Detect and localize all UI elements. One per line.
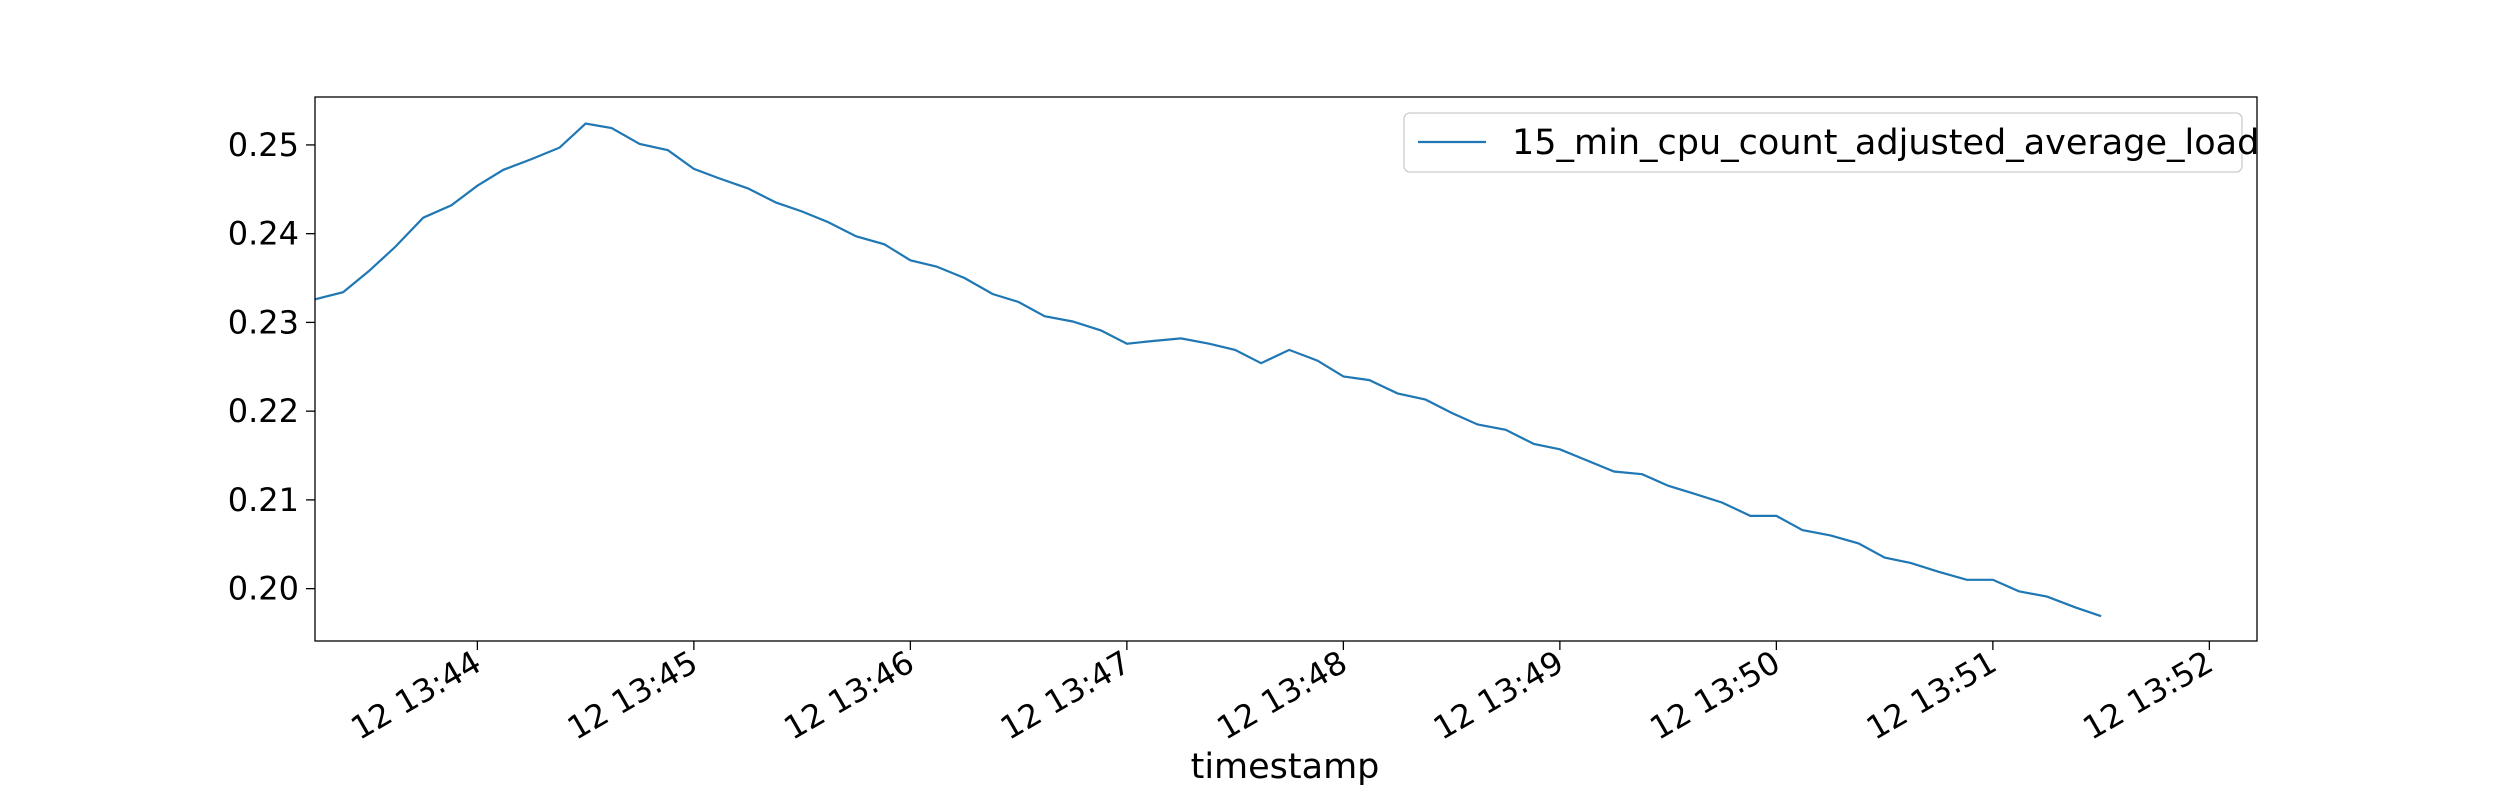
y-tick-label: 0.24: [228, 215, 299, 253]
legend: 15_min_cpu_count_adjusted_average_load: [1403, 112, 2259, 173]
x-tick-label: 12 13:48: [1210, 643, 1353, 747]
y-tick-label: 0.22: [228, 392, 299, 430]
legend-box: [1403, 112, 2243, 173]
series-line-0: [314, 122, 2102, 618]
y-tick-label: 0.23: [228, 303, 299, 341]
x-axis: 12 13:44 12 13:45 12 13:46 12 13:47 12 13:48…: [344, 641, 2219, 747]
y-axis: 0.20 0.21 0.22 0.23 0.24 0.25: [228, 126, 315, 608]
x-tick-label: 12 13:49: [1427, 643, 1570, 747]
x-tick-label: 12 13:51: [1860, 643, 2003, 747]
legend-label: 15_min_cpu_count_adjusted_average_load: [1512, 123, 2259, 163]
y-tick-label: 0.21: [228, 481, 299, 519]
x-tick-label: 12 13:52: [2076, 643, 2219, 747]
x-tick-label: 12 13:45: [561, 643, 704, 747]
plot-frame: [314, 96, 2258, 642]
plot-area: [314, 96, 2258, 642]
x-tick-label: 12 13:44: [344, 643, 487, 747]
x-tick-label: 12 13:47: [994, 643, 1137, 747]
x-axis-label: timestamp: [1191, 747, 1380, 787]
x-tick-label: 12 13:46: [777, 643, 920, 747]
y-tick-label: 0.20: [228, 570, 299, 608]
y-tick-label: 0.25: [228, 126, 299, 164]
x-tick-label: 12 13:50: [1643, 643, 1786, 747]
